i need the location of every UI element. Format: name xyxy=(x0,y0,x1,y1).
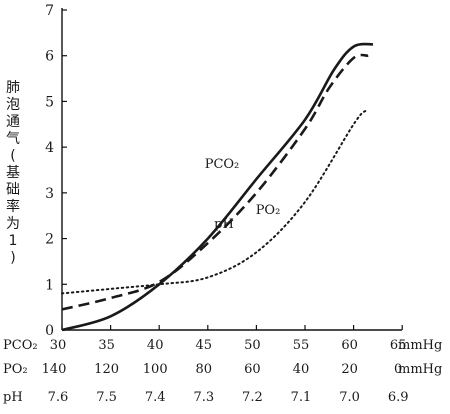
y-tick-label: 7 xyxy=(45,3,54,19)
y-axis-label-char: 率 xyxy=(6,199,20,215)
x-row-unit: mmHg xyxy=(398,338,442,353)
x-tick-label: 6.9 xyxy=(388,390,409,405)
y-axis-label-char: 基 xyxy=(6,165,20,181)
series-line-po xyxy=(61,109,367,295)
x-tick-label: 7.5 xyxy=(96,390,117,405)
x-tick-label: 7.2 xyxy=(242,390,263,405)
y-tick-label: 5 xyxy=(45,94,54,110)
x-row-unit: mmHg xyxy=(398,362,442,377)
x-tick-label: 40 xyxy=(293,362,310,377)
x-row-name: PO₂ xyxy=(3,362,28,377)
x-tick-label: 7.1 xyxy=(291,390,312,405)
y-axis-label-char: 1 xyxy=(8,233,18,249)
x-tick-label: 65 xyxy=(390,338,407,353)
x-tick-label: 60 xyxy=(341,338,358,353)
x-row-name: pH xyxy=(3,390,23,405)
x-tick-label: 120 xyxy=(94,362,119,377)
x-tick-label: 50 xyxy=(244,338,261,353)
x-tick-label: 60 xyxy=(244,362,261,377)
y-axis-label-char: 肺 xyxy=(6,80,20,96)
curve-label: PCO₂ xyxy=(205,157,240,172)
x-tick-label: 7.4 xyxy=(145,390,166,405)
x-tick-label: 7.3 xyxy=(193,390,214,405)
x-tick-label: 100 xyxy=(143,362,168,377)
x-tick-label: 55 xyxy=(293,338,310,353)
x-tick-label: 7.6 xyxy=(48,390,69,405)
y-axis-label-char: 泡 xyxy=(6,97,20,113)
y-axis-label: 肺泡通气(基础率为 1) xyxy=(2,80,24,267)
x-tick-label: 40 xyxy=(147,338,164,353)
y-tick-label: 1 xyxy=(45,277,54,293)
series-line-pco xyxy=(61,42,374,332)
y-axis-label-char: 通 xyxy=(6,114,20,130)
curve-label: PO₂ xyxy=(256,203,281,218)
y-tick-label: 0 xyxy=(45,323,54,339)
y-axis-label-char: ( xyxy=(10,148,16,164)
curve-label: pH xyxy=(214,217,234,232)
x-tick-label: 7.0 xyxy=(339,390,360,405)
x-tick-label: 0 xyxy=(394,362,402,377)
x-tick-label: 30 xyxy=(50,338,67,353)
y-axis-label-char: 为 xyxy=(6,216,20,232)
y-axis-label-char: 气 xyxy=(6,131,20,147)
x-tick-label: 35 xyxy=(98,338,115,353)
x-tick-label: 80 xyxy=(196,362,213,377)
x-row-name: PCO₂ xyxy=(3,338,38,353)
y-axis-label-char: 础 xyxy=(6,182,20,198)
x-tick-label: 45 xyxy=(196,338,213,353)
y-tick-label: 4 xyxy=(45,140,54,156)
y-tick-label: 2 xyxy=(45,232,54,248)
y-tick-label: 3 xyxy=(45,186,54,202)
y-axis-label-char: ) xyxy=(10,250,16,266)
x-tick-label: 140 xyxy=(42,362,67,377)
y-tick-label: 6 xyxy=(45,49,54,65)
x-tick-label: 20 xyxy=(341,362,358,377)
